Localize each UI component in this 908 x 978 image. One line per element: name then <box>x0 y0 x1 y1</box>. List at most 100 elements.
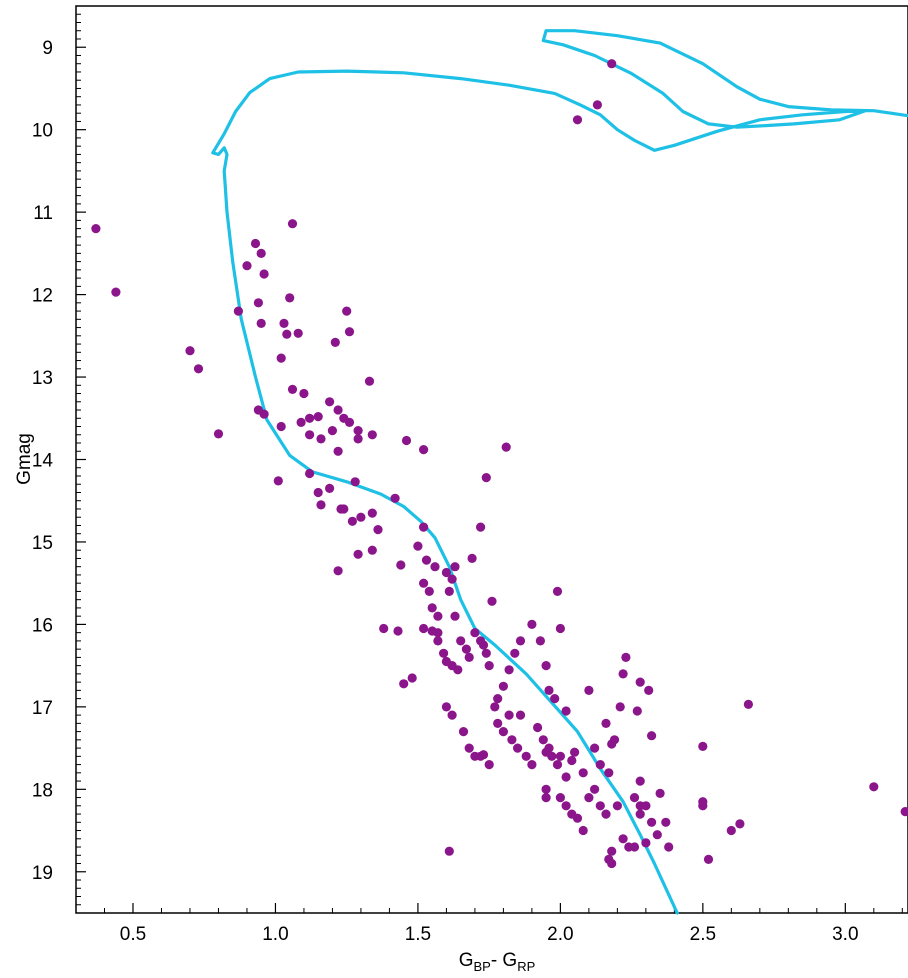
star-point <box>419 623 429 634</box>
star-point <box>478 750 489 760</box>
star-point <box>259 409 269 419</box>
star-point <box>458 727 469 737</box>
star-point <box>635 677 645 687</box>
star-point <box>347 516 357 526</box>
star-point <box>350 477 360 487</box>
star-point <box>601 809 611 819</box>
star-point <box>743 699 754 710</box>
star-point <box>213 429 224 439</box>
star-point <box>698 801 708 811</box>
star-point <box>396 560 406 570</box>
x-tick-label: 2.0 <box>547 924 573 945</box>
star-point <box>470 628 480 638</box>
star-point <box>504 665 514 675</box>
star-point <box>476 522 486 532</box>
star-point <box>421 555 432 565</box>
star-point <box>570 747 580 757</box>
star-point <box>327 426 337 436</box>
y-tick-label: 10 <box>32 121 53 142</box>
star-point <box>552 586 563 597</box>
star-point <box>344 327 355 337</box>
star-point <box>433 636 443 646</box>
star-point <box>703 854 714 865</box>
star-point <box>478 640 489 650</box>
star-point <box>299 388 309 399</box>
star-point <box>647 731 657 741</box>
star-point <box>393 626 403 636</box>
star-point <box>276 353 286 363</box>
star-point <box>464 652 474 663</box>
star-point <box>612 801 623 811</box>
star-point <box>541 784 551 794</box>
star-point <box>276 421 286 432</box>
star-point <box>555 623 566 634</box>
star-point <box>541 793 551 803</box>
star-point <box>644 685 654 696</box>
star-point <box>333 566 343 576</box>
y-axis-ticks: 9 10 11 12 13 14 15 16 17 18 19 <box>32 13 86 906</box>
star-point <box>259 269 269 279</box>
star-point <box>641 801 651 811</box>
star-point <box>572 115 583 125</box>
star-point <box>313 487 323 498</box>
star-point <box>607 59 617 69</box>
star-point <box>652 830 662 840</box>
star-point <box>498 727 508 737</box>
star-point <box>567 755 577 766</box>
star-point <box>287 219 298 229</box>
star-point <box>493 718 503 729</box>
star-point <box>419 578 429 588</box>
star-point <box>538 735 548 745</box>
star-point <box>490 702 500 712</box>
star-point <box>441 567 451 578</box>
star-point <box>661 817 671 827</box>
star-point <box>487 596 497 606</box>
star-point <box>450 611 460 621</box>
star-point <box>344 417 355 427</box>
star-point <box>552 760 563 770</box>
star-point <box>527 760 537 770</box>
star-point <box>647 817 657 827</box>
star-point <box>618 834 628 844</box>
star-point <box>379 623 389 634</box>
star-point <box>450 562 460 572</box>
star-point <box>601 718 611 729</box>
star-point <box>333 446 343 456</box>
star-point <box>595 760 605 770</box>
star-point <box>253 298 263 308</box>
star-point <box>256 318 266 328</box>
star-point <box>353 434 363 444</box>
star-point <box>604 768 614 778</box>
star-point <box>595 801 605 811</box>
star-point <box>413 541 423 551</box>
star-point <box>447 710 457 720</box>
x-tick-label: 0.5 <box>120 924 146 945</box>
star-point <box>285 293 295 303</box>
x-tick-label: 3.0 <box>832 924 858 945</box>
star-point <box>484 661 494 671</box>
star-point <box>433 611 443 621</box>
star-point <box>279 318 289 328</box>
star-point <box>325 483 335 493</box>
y-tick-label: 14 <box>32 451 54 472</box>
y-tick-label: 12 <box>32 286 53 307</box>
star-point <box>333 405 343 415</box>
star-point <box>698 741 708 752</box>
star-point <box>481 648 491 658</box>
star-point <box>441 702 451 712</box>
star-point <box>544 685 554 696</box>
star-point <box>592 100 603 110</box>
star-point <box>91 224 101 234</box>
y-tick-label: 19 <box>32 863 53 884</box>
x-axis-title-mid: - G <box>491 950 517 971</box>
star-point <box>330 337 340 347</box>
star-point <box>282 329 292 339</box>
star-point <box>373 525 383 535</box>
star-point <box>444 846 454 856</box>
star-point <box>547 751 557 761</box>
y-tick-label: 11 <box>33 203 53 224</box>
star-points <box>91 59 908 869</box>
star-point <box>399 679 409 689</box>
star-point <box>869 782 879 792</box>
